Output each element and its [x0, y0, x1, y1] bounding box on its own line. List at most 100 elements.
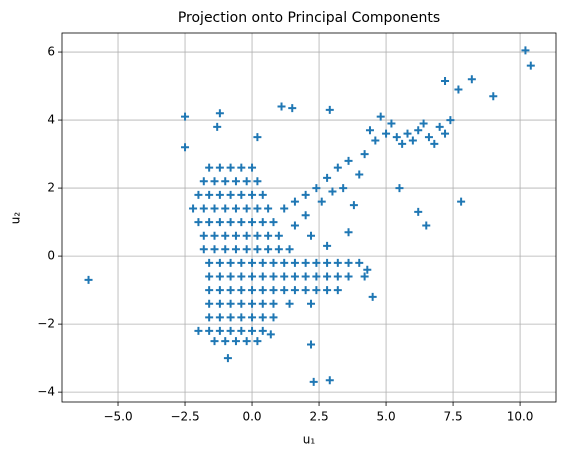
point [457, 197, 466, 206]
point [403, 129, 412, 138]
point [398, 139, 407, 148]
point [264, 245, 273, 254]
point [422, 221, 431, 230]
point [253, 133, 262, 142]
point [365, 126, 374, 135]
point [307, 299, 316, 308]
point [387, 119, 396, 128]
point [194, 218, 203, 227]
x-tick-label: 0.0 [242, 410, 261, 424]
point [266, 330, 275, 339]
point [307, 340, 316, 349]
point [226, 272, 235, 281]
point [215, 326, 224, 335]
point [205, 218, 214, 227]
point [237, 190, 246, 199]
point [323, 258, 332, 267]
point [205, 163, 214, 172]
point [288, 104, 297, 113]
point [312, 272, 321, 281]
point [248, 286, 257, 295]
point [226, 326, 235, 335]
point [344, 258, 353, 267]
point [181, 143, 190, 152]
point [226, 258, 235, 267]
point [312, 258, 321, 267]
point [368, 292, 377, 301]
point [333, 163, 342, 172]
x-tick-label: 10.0 [507, 410, 534, 424]
point [205, 326, 214, 335]
y-tick-label: 6 [47, 45, 55, 59]
x-axis-label: u₁ [303, 433, 316, 447]
point [290, 197, 299, 206]
point [248, 258, 257, 267]
point [258, 272, 267, 281]
point [199, 231, 208, 240]
y-axis-label: u₂ [9, 212, 23, 225]
point [221, 245, 230, 254]
point [221, 177, 230, 186]
point [237, 326, 246, 335]
y-tick-label: 4 [47, 113, 55, 127]
point [269, 286, 278, 295]
point [301, 272, 310, 281]
point [419, 119, 428, 128]
point [226, 313, 235, 322]
point [253, 231, 262, 240]
y-tick-label: 0 [47, 249, 55, 263]
plot-frame [61, 32, 557, 403]
point [242, 204, 251, 213]
point [226, 286, 235, 295]
point [84, 275, 93, 284]
point [395, 184, 404, 193]
point [253, 245, 262, 254]
point [454, 85, 463, 94]
x-tick-label: −2.5 [170, 410, 199, 424]
point [323, 241, 332, 250]
point [205, 299, 214, 308]
point [441, 76, 450, 85]
point [242, 177, 251, 186]
point [215, 299, 224, 308]
point [199, 204, 208, 213]
point [269, 299, 278, 308]
point [237, 272, 246, 281]
point [242, 337, 251, 346]
point [309, 377, 318, 386]
point [269, 218, 278, 227]
point [242, 231, 251, 240]
point [360, 150, 369, 159]
point [205, 258, 214, 267]
point [301, 258, 310, 267]
point [414, 126, 423, 135]
point [290, 286, 299, 295]
point [285, 245, 294, 254]
point [237, 299, 246, 308]
point [355, 170, 364, 179]
point [392, 133, 401, 142]
point [221, 337, 230, 346]
y-tick-label: −2 [37, 317, 55, 331]
point [344, 228, 353, 237]
point [258, 258, 267, 267]
point [205, 190, 214, 199]
point [290, 258, 299, 267]
point [231, 231, 240, 240]
point [408, 136, 417, 145]
point [248, 272, 257, 281]
point [181, 112, 190, 121]
point [215, 190, 224, 199]
point [285, 299, 294, 308]
x-tick-label: 7.5 [444, 410, 463, 424]
point [215, 163, 224, 172]
point [215, 286, 224, 295]
point [205, 272, 214, 281]
point [215, 109, 224, 118]
point [430, 139, 439, 148]
point [210, 177, 219, 186]
point [258, 286, 267, 295]
point [215, 272, 224, 281]
point [226, 299, 235, 308]
